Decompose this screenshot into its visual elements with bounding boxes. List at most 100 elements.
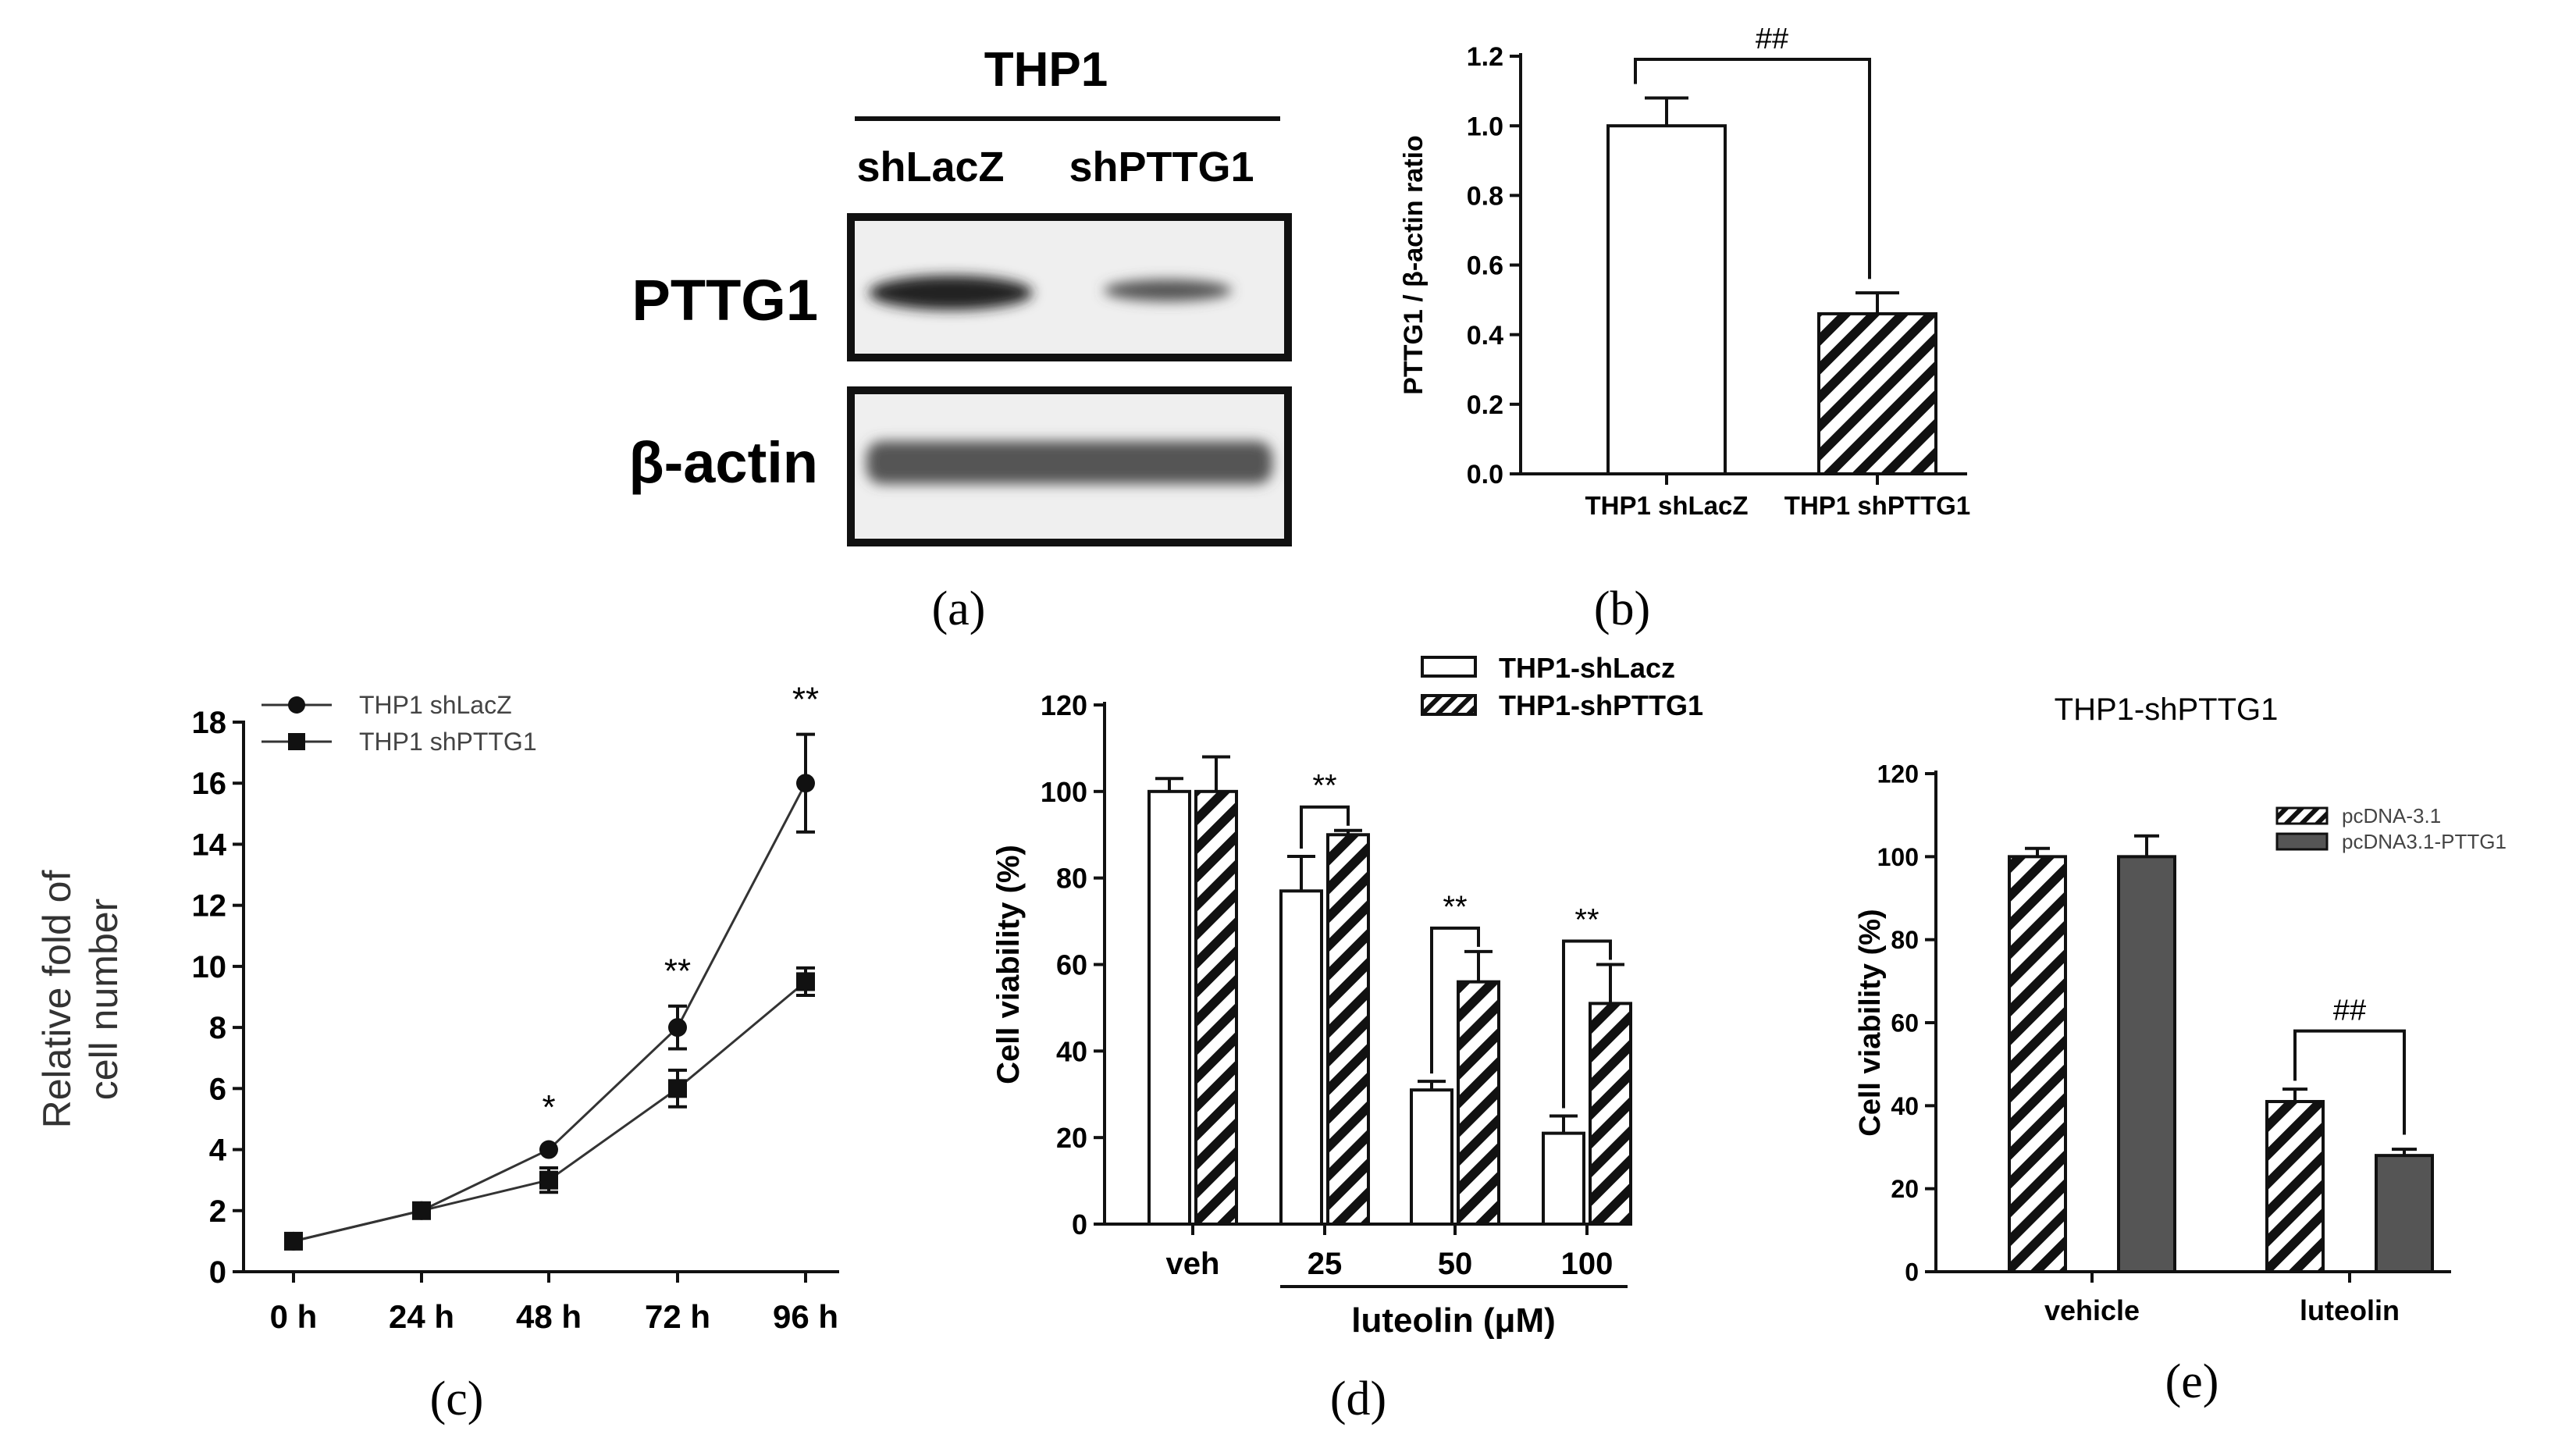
chart-d-x-tick-label: veh — [1166, 1247, 1220, 1281]
chart-e-axes: 0 20 40 60 80 100 120 vehicle luteolin — [1877, 760, 2451, 1326]
chart-b-y-tick-label: 1.2 — [1467, 42, 1503, 72]
legend-swatch-open — [1421, 656, 1477, 678]
point-shlacz — [539, 1140, 558, 1159]
panel-a-blot: THP1 shLacZ shPTTG1 PTTG1 β-actin — [628, 43, 1292, 546]
chart-d-y-tick-label: 40 — [1056, 1035, 1087, 1067]
chart-e-x-tick-label: vehicle — [2044, 1294, 2140, 1326]
bar-pcdna31-luteolin — [2265, 1100, 2325, 1274]
chart-d-y-tick-label: 100 — [1041, 776, 1087, 808]
chart-b-y-tick-label: 0.4 — [1467, 321, 1503, 351]
point-shlacz — [668, 1018, 687, 1038]
chart-d-y-tick-label: 20 — [1056, 1122, 1087, 1154]
significance-bracket-50 — [1430, 926, 1480, 1074]
chart-b-y-tick-label: 0.0 — [1467, 460, 1503, 489]
chart-c-x-tick-label: 0 h — [270, 1298, 318, 1335]
blot-band-actin — [866, 441, 1272, 484]
chart-e-significance: ## — [2333, 995, 2366, 1027]
chart-c-y-tick-label: 6 — [209, 1072, 226, 1106]
chart-b-y-tick-label: 0.6 — [1467, 251, 1503, 281]
chart-d-cell-viability: 0 20 40 60 80 100 120 veh 25 50 100 THP1-shLacz TH… — [991, 652, 1703, 1340]
panel-label-d: (d) — [1330, 1372, 1386, 1426]
point-shpttg1 — [412, 1201, 431, 1220]
chart-c-y-tick-label: 12 — [192, 889, 227, 924]
legend-label-thp1-shlacz: THP1-shLacz — [1499, 652, 1675, 684]
chart-e-y-tick-label: 40 — [1891, 1092, 1919, 1120]
point-shpttg1 — [539, 1170, 558, 1190]
blot-membrane-pttg1 — [847, 213, 1292, 361]
chart-e-y-tick-label: 120 — [1877, 760, 1919, 788]
chart-d-y-tick-label: 0 — [1072, 1208, 1087, 1240]
blot-band-pttg1-shlacz — [869, 276, 1033, 310]
legend-marker-circle — [288, 696, 305, 714]
chart-d-x-tick-label: 100 — [1561, 1247, 1614, 1281]
chart-e-y-tick-label: 100 — [1877, 843, 1919, 871]
legend-label-shlacz: THP1 shLacZ — [359, 691, 512, 719]
chart-b-y-tick-label: 0.2 — [1467, 390, 1503, 420]
chart-d-y-tick-label: 60 — [1056, 949, 1087, 981]
chart-b-x-tick-label: THP1 shPTTG1 — [1784, 491, 1970, 520]
chart-e-y-tick-label: 0 — [1905, 1258, 1919, 1287]
chart-b-pttg1-ratio: 0.0 0.2 0.4 0.6 0.8 1.0 1.2 THP1 shLacZ THP1 shP… — [1399, 23, 1970, 520]
point-shpttg1 — [284, 1231, 303, 1251]
chart-e-x-tick-label: luteolin — [2300, 1294, 2400, 1326]
blot-row-label-pttg1: PTTG1 — [632, 268, 818, 333]
chart-c-ylabel-line1: Relative fold of — [35, 870, 79, 1129]
chart-b-y-tick-label: 0.8 — [1467, 182, 1503, 212]
bar-thp1-shlacz — [1606, 124, 1727, 476]
bar-shpttg1-25 — [1326, 833, 1370, 1226]
chart-e-ylabel: Cell viability (%) — [1854, 909, 1887, 1136]
chart-d-y-tick-label: 120 — [1041, 689, 1087, 721]
panel-label-e: (e) — [2165, 1355, 2219, 1408]
chart-c-x-tick-label: 72 h — [645, 1298, 710, 1335]
significance-bracket-luteolin — [2293, 1029, 2406, 1135]
chart-c-y-tick-label: 8 — [209, 1011, 226, 1045]
chart-c-significance-72h: ** — [664, 952, 691, 991]
chart-c-y-tick-label: 4 — [209, 1134, 227, 1168]
chart-b-significance: ## — [1756, 23, 1788, 55]
chart-c-x-tick-label: 96 h — [773, 1298, 838, 1335]
chart-e-marks — [2008, 834, 2434, 1274]
bar-shlacz-25 — [1279, 889, 1323, 1226]
bar-pcdna31-pttg1-luteolin — [2375, 1154, 2434, 1273]
bar-pcdna31-pttg1-vehicle — [2117, 855, 2176, 1274]
bar-shlacz-50 — [1410, 1088, 1453, 1226]
legend-label-thp1-shpttg1: THP1-shPTTG1 — [1499, 689, 1703, 721]
chart-d-significance-50: ** — [1443, 890, 1467, 924]
point-shlacz — [796, 774, 815, 793]
chart-c-x-tick-label: 24 h — [389, 1298, 454, 1335]
chart-c-y-tick-label: 0 — [209, 1255, 226, 1290]
blot-membrane-beta-actin — [847, 386, 1292, 546]
chart-c-significance-48h: * — [542, 1088, 555, 1127]
chart-c-y-tick-label: 16 — [192, 767, 227, 801]
chart-d-marks — [1147, 755, 1632, 1226]
chart-c-ylabel-line2: cell number — [82, 899, 126, 1100]
chart-d-ylabel: Cell viability (%) — [991, 845, 1026, 1084]
legend-swatch-solid — [2275, 832, 2329, 851]
chart-e-y-tick-label: 60 — [1891, 1009, 1919, 1038]
panel-label-b: (b) — [1594, 582, 1650, 635]
chart-d-significance-25: ** — [1312, 769, 1336, 803]
blot-lane-label-shpttg1: shPTTG1 — [1069, 144, 1254, 190]
chart-b-y-tick-label: 1.0 — [1467, 112, 1503, 141]
legend-marker-square — [288, 733, 305, 750]
legend-label-shpttg1: THP1 shPTTG1 — [359, 728, 537, 756]
chart-d-x-tick-label: 25 — [1308, 1247, 1343, 1281]
chart-e-rescue-viability: THP1-shPTTG1 0 20 40 60 80 100 120 vehicle luteo… — [1854, 692, 2507, 1326]
chart-d-axes: 0 20 40 60 80 100 120 veh 25 50 100 — [1041, 689, 1628, 1288]
chart-d-y-tick-label: 80 — [1056, 863, 1087, 895]
chart-c-axes: 0 2 4 6 8 10 12 14 16 18 0 h 24 h 48 h 72 h 96 h — [192, 706, 839, 1335]
legend-label-pcdna31: pcDNA-3.1 — [2342, 804, 2441, 828]
chart-b-ylabel: PTTG1 / β-actin ratio — [1399, 135, 1429, 394]
blot-row-label-beta-actin: β-actin — [628, 430, 818, 495]
legend-label-pcdna31-pttg1: pcDNA3.1-PTTG1 — [2342, 830, 2507, 853]
panel-label-a: (a) — [932, 582, 986, 635]
chart-e-title: THP1-shPTTG1 — [2055, 692, 2279, 727]
chart-b-x-tick-label: THP1 shLacZ — [1585, 491, 1748, 520]
chart-d-significance-100: ** — [1574, 903, 1599, 938]
chart-c-x-tick-label: 48 h — [516, 1298, 582, 1335]
blot-band-pttg1-shpttg1 — [1104, 279, 1232, 301]
chart-e-y-tick-label: 80 — [1891, 926, 1919, 954]
chart-c-growth-curve: 0 2 4 6 8 10 12 14 16 18 0 h 24 h 48 h 72 h 96 h THP1 … — [35, 681, 839, 1335]
blot-lane-label-shlacz: shLacZ — [856, 144, 1004, 190]
panel-label-c: (c) — [430, 1372, 484, 1426]
